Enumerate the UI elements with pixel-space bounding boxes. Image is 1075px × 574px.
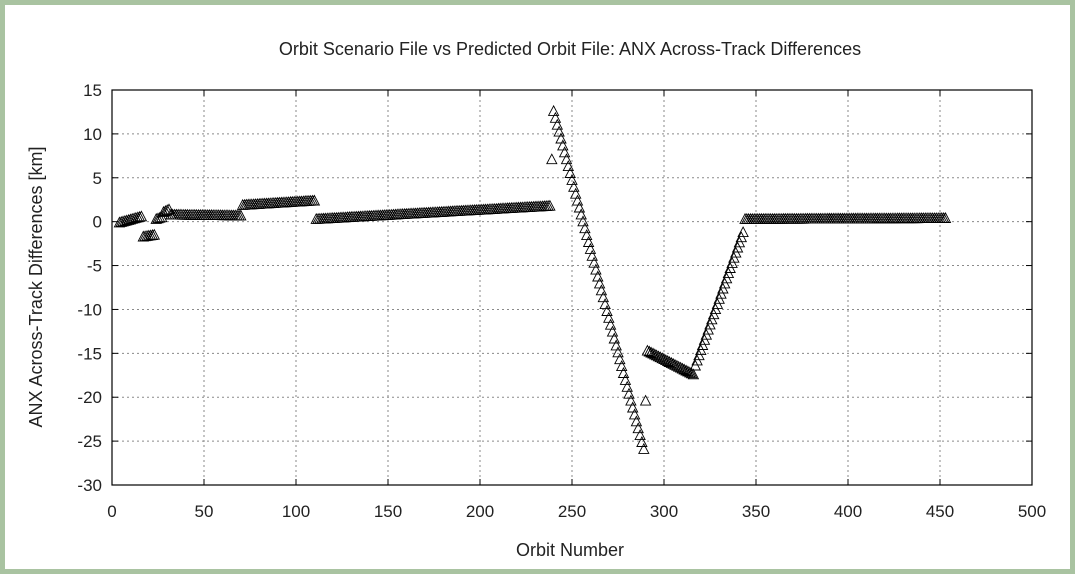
data-point <box>586 249 598 261</box>
y-tick-label: -10 <box>77 300 102 319</box>
data-point <box>582 236 595 247</box>
x-tick-label: 400 <box>834 502 862 521</box>
data-point <box>132 211 144 223</box>
data-point <box>603 311 615 323</box>
y-tick-label: -15 <box>77 344 102 363</box>
data-point <box>590 263 602 275</box>
y-tick-label: -30 <box>77 476 102 495</box>
data-point <box>636 436 648 447</box>
x-tick-label: 250 <box>558 502 586 521</box>
data-point <box>612 346 624 358</box>
data-point <box>592 270 604 282</box>
data-point <box>564 167 576 178</box>
axis-ticks: 0 50 100 150 200 250 300 350 400 450 500151050-5-1… <box>77 81 1046 521</box>
x-tick-label: 350 <box>742 502 770 521</box>
data-point <box>623 387 635 399</box>
data-point <box>555 132 567 144</box>
data-point <box>161 204 173 216</box>
y-tick-label: -20 <box>77 388 102 407</box>
data-point <box>628 408 641 420</box>
data-point <box>568 180 580 192</box>
data-point <box>135 210 148 222</box>
data-point <box>610 339 622 351</box>
x-tick-label: 450 <box>926 502 954 521</box>
data-point <box>157 205 170 217</box>
data-point <box>604 318 617 330</box>
data-point <box>634 429 646 441</box>
x-tick-label: 200 <box>466 502 494 521</box>
data-point <box>547 104 560 116</box>
data-point <box>580 229 593 241</box>
data-point <box>235 209 247 221</box>
data-point <box>577 215 589 227</box>
data-point <box>621 380 633 392</box>
y-tick-label: -25 <box>77 432 102 451</box>
y-tick-label: 5 <box>93 169 102 188</box>
data-point <box>558 146 571 158</box>
data-point <box>557 139 569 151</box>
data-point <box>553 125 565 137</box>
x-tick-label: 500 <box>1018 502 1046 521</box>
data-point <box>152 212 164 224</box>
y-tick-label: -5 <box>87 257 102 276</box>
data-point <box>571 194 584 206</box>
data-point <box>159 205 172 216</box>
data-point <box>599 298 611 310</box>
data-point <box>597 291 610 303</box>
x-tick-label: 300 <box>650 502 678 521</box>
data-point <box>615 360 628 372</box>
data-point <box>593 277 606 289</box>
data-point <box>133 210 146 222</box>
plot-area <box>111 89 1033 486</box>
data-point <box>551 118 564 130</box>
data-point <box>606 325 619 337</box>
data-point <box>685 367 698 379</box>
data-point <box>546 153 558 165</box>
chart-title: Orbit Scenario File vs Predicted Orbit F… <box>279 39 861 59</box>
x-tick-label: 100 <box>282 502 310 521</box>
data-point <box>632 422 644 434</box>
data-point <box>595 284 608 296</box>
grid-lines <box>112 90 1032 485</box>
data-point <box>155 211 168 223</box>
data-point <box>154 211 166 223</box>
data-point <box>560 153 573 165</box>
data-point <box>617 367 630 378</box>
data-point <box>687 368 700 380</box>
data-point <box>626 401 639 413</box>
data-point <box>549 111 562 123</box>
data-point <box>579 222 591 234</box>
data-point <box>308 194 321 206</box>
data-points <box>113 104 952 454</box>
x-axis-label: Orbit Number <box>516 540 624 560</box>
data-point <box>614 353 626 365</box>
y-tick-label: 15 <box>83 81 102 100</box>
data-point <box>238 198 251 210</box>
data-point <box>584 242 597 254</box>
data-point <box>544 199 556 211</box>
y-tick-label: 10 <box>83 125 102 144</box>
x-tick-label: 0 <box>107 502 116 521</box>
data-point <box>601 305 613 316</box>
y-tick-label: 0 <box>93 213 102 232</box>
data-point <box>737 226 749 238</box>
data-point <box>608 332 621 344</box>
data-point <box>630 415 643 427</box>
x-tick-label: 50 <box>195 502 214 521</box>
data-point <box>619 373 632 385</box>
data-point <box>236 198 249 210</box>
data-point <box>638 442 650 454</box>
x-tick-label: 150 <box>374 502 402 521</box>
data-point <box>562 160 575 172</box>
data-point <box>939 212 952 223</box>
data-point <box>575 208 587 220</box>
data-point <box>639 394 652 406</box>
y-axis-label: ANX Across-Track Differences [km] <box>26 146 46 427</box>
data-point <box>148 228 161 240</box>
data-point <box>573 201 586 213</box>
